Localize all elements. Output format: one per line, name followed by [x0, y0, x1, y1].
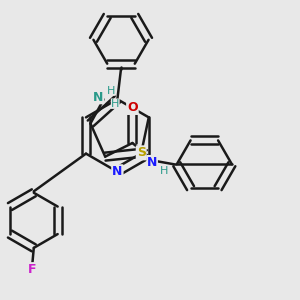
Text: N: N: [93, 91, 104, 103]
Text: H: H: [160, 166, 168, 176]
Text: N: N: [112, 165, 123, 178]
Text: H: H: [107, 85, 115, 96]
Text: N: N: [147, 156, 157, 169]
Text: S: S: [137, 146, 146, 159]
Text: H: H: [111, 99, 119, 109]
Text: O: O: [127, 101, 138, 114]
Text: F: F: [28, 263, 37, 276]
